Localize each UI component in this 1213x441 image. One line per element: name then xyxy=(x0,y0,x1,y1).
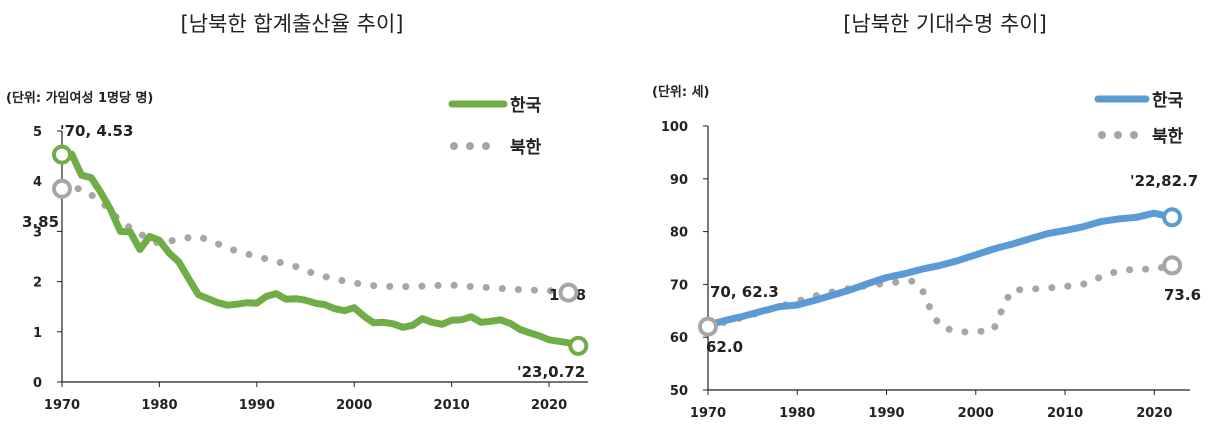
fertility-marker-north-2022 xyxy=(558,282,579,303)
fertility-y-tick-label: 1 xyxy=(33,326,42,341)
fertility-marker-north-1970 xyxy=(52,178,72,199)
legend-dot-north-life-3 xyxy=(1130,131,1138,139)
fertility-x-tick-label: 1990 xyxy=(239,398,275,413)
fertility-unit-label: (단위: 가임여성 1명당 명) xyxy=(6,90,153,106)
life-x-tick-label: 2020 xyxy=(1136,406,1172,421)
fertility-y-tick-label: 3 xyxy=(33,225,42,240)
fertility-y-tick-label: 5 xyxy=(33,125,42,140)
fertility-chart: [남북한 합계출산율 추이] (단위: 가임여성 1명당 명) 0 1 2 3 4 5 1… xyxy=(6,12,589,413)
fertility-x-tick-label: 1970 xyxy=(44,398,80,413)
life-axes xyxy=(707,126,1190,391)
fertility-marker-south-2023 xyxy=(568,335,589,356)
life-marker-north-2022 xyxy=(1162,255,1183,276)
life-y-tick-label: 100 xyxy=(661,120,688,135)
life-x-tick-label: 1970 xyxy=(690,406,726,421)
fertility-y-tick-label: 0 xyxy=(33,376,42,391)
life-series xyxy=(704,209,1176,336)
life-x-tick-label: 1990 xyxy=(868,406,904,421)
fertility-series-south-line xyxy=(58,150,582,350)
fertility-x-tick-label: 2020 xyxy=(531,398,567,413)
life-x-tick-label: 2010 xyxy=(1047,406,1083,421)
fertility-x-tick-label: 2010 xyxy=(434,398,470,413)
life-marker-north-1970 xyxy=(698,316,718,337)
fertility-marker-south-1970 xyxy=(52,144,72,165)
life-y-tick-label: 60 xyxy=(670,331,688,346)
fertility-x-tick-label: 2000 xyxy=(336,398,372,413)
life-y-ticks: 50 60 70 80 90 100 xyxy=(661,120,708,399)
life-y-tick-label: 50 xyxy=(670,384,688,399)
legend-dot-north-fertility-3 xyxy=(482,142,490,150)
life-series-north-line xyxy=(704,261,1176,336)
fertility-y-tick-label: 2 xyxy=(33,276,42,291)
life-series-south-line xyxy=(704,209,1176,329)
fertility-annotation-north-1970: 3.85 xyxy=(22,213,59,231)
life-annotation-south-1970: 70, 62.3 xyxy=(710,283,779,301)
life-annotation-south-2022: '22,82.7 xyxy=(1130,172,1198,190)
life-expectancy-unit-label: (단위: 세) xyxy=(652,84,710,100)
life-x-ticks: 1970 1980 1990 2000 2010 2020 xyxy=(690,390,1172,421)
legend-label-south-fertility: 한국 xyxy=(510,96,542,116)
fertility-y-tick-label: 4 xyxy=(33,175,42,190)
fertility-annotation-south-2023: '23,0.72 xyxy=(517,363,585,381)
life-marker-south-2022 xyxy=(1162,207,1183,228)
life-annotation-north-2022: 73.6 xyxy=(1164,286,1201,304)
life-y-tick-label: 80 xyxy=(670,226,688,241)
fertility-x-ticks: 1970 1980 1990 2000 2010 2020 xyxy=(44,382,567,413)
fertility-axes xyxy=(61,131,588,383)
legend-label-north-life: 북한 xyxy=(1152,127,1184,147)
fertility-annotation-south-1970: '70, 4.53 xyxy=(60,122,133,140)
fertility-x-tick-label: 1980 xyxy=(141,398,177,413)
legend-dot-north-fertility-1 xyxy=(450,142,458,150)
legend-label-north-fertility: 북한 xyxy=(510,138,542,158)
fertility-series xyxy=(58,150,582,350)
life-y-tick-label: 90 xyxy=(670,173,688,188)
legend-dot-north-life-1 xyxy=(1098,131,1106,139)
fertility-y-ticks: 0 1 2 3 4 5 xyxy=(33,125,62,391)
life-expectancy-chart: [남북한 기대수명 추이] (단위: 세) 50 60 70 80 90 100 1970… xyxy=(652,12,1201,421)
legend-dot-north-fertility-2 xyxy=(466,142,474,150)
life-annotation-north-1970: 62.0 xyxy=(706,338,743,356)
fertility-chart-title: [남북한 합계출산율 추이] xyxy=(181,12,404,36)
life-expectancy-chart-title: [남북한 기대수명 추이] xyxy=(843,12,1047,36)
legend-label-south-life: 한국 xyxy=(1152,91,1184,111)
life-y-tick-label: 70 xyxy=(670,278,688,293)
fertility-series-north-line xyxy=(58,185,572,297)
life-x-tick-label: 2000 xyxy=(958,406,994,421)
legend-dot-north-life-2 xyxy=(1114,131,1122,139)
life-x-tick-label: 1980 xyxy=(779,406,815,421)
